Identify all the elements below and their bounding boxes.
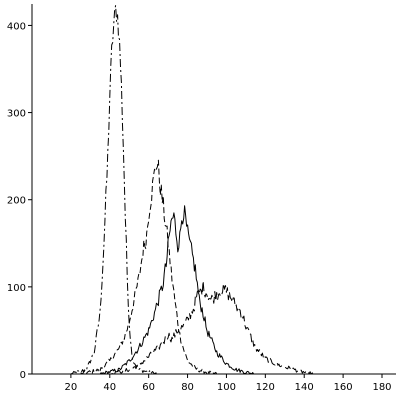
x-tick-label: 40 [103, 382, 116, 393]
x-tick-label: 140 [295, 382, 314, 393]
x-tick-label: 80 [181, 382, 194, 393]
y-tick-label: 400 [7, 21, 26, 32]
series-layer [70, 5, 315, 375]
x-tick-label: 120 [256, 382, 275, 393]
series-line-1 [70, 5, 159, 375]
y-tick-label: 200 [7, 196, 26, 207]
axes-layer [31, 4, 396, 375]
x-tick-label: 160 [334, 382, 353, 393]
x-tick-label: 20 [65, 382, 78, 393]
series-line-2 [80, 159, 218, 375]
y-tick-label: 100 [7, 283, 26, 294]
x-tick-label: 100 [217, 382, 236, 393]
y-tick-label: 300 [7, 109, 26, 120]
ticks-layer: 20 40 60 80 100 120 140 160 180 0 100 200 300 400 [7, 21, 392, 393]
x-tick-label: 60 [142, 382, 155, 393]
series-line-4 [109, 280, 315, 375]
y-tick-label: 0 [20, 370, 26, 381]
series-line-3 [99, 205, 256, 375]
x-tick-label: 180 [372, 382, 391, 393]
